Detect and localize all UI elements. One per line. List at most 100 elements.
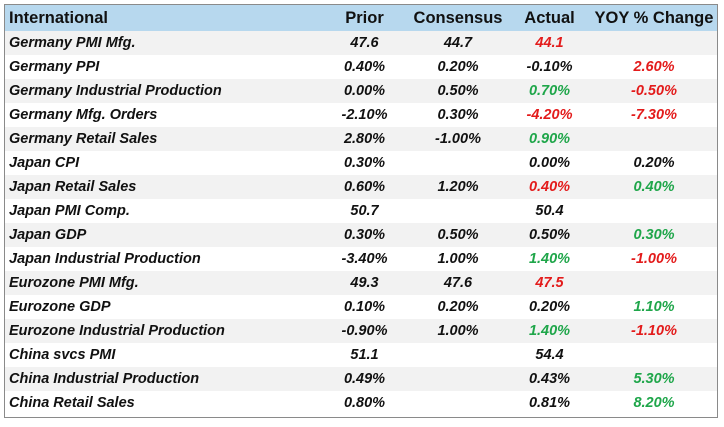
indicator-name-cell: Germany Mfg. Orders	[5, 103, 321, 127]
table-header: International Prior Consensus Actual YOY…	[5, 5, 717, 31]
yoy-change-cell: 0.20%	[591, 151, 717, 175]
yoy-change-cell	[591, 199, 717, 223]
yoy-change-cell: 1.10%	[591, 295, 717, 319]
yoy-change-cell: 8.20%	[591, 391, 717, 415]
table-row: Japan GDP 0.30% 0.50% 0.50% 0.30%	[5, 223, 717, 247]
actual-value-cell: 0.20%	[508, 295, 591, 319]
indicator-name-cell: Eurozone PMI Mfg.	[5, 271, 321, 295]
prior-value-cell: 0.30%	[321, 151, 408, 175]
actual-value-cell: 0.81%	[508, 391, 591, 415]
table-row: Germany PMI Mfg. 47.6 44.7 44.1	[5, 31, 717, 55]
actual-value-cell: 50.4	[508, 199, 591, 223]
prior-value-cell: 47.6	[321, 31, 408, 55]
actual-value-cell: 0.70%	[508, 79, 591, 103]
yoy-change-cell: 0.40%	[591, 175, 717, 199]
yoy-change-cell: -1.10%	[591, 319, 717, 343]
table-row: Japan PMI Comp. 50.7 50.4	[5, 199, 717, 223]
consensus-value-cell: 1.00%	[408, 319, 508, 343]
prior-value-cell: 2.80%	[321, 127, 408, 151]
table-body: Germany PMI Mfg. 47.6 44.7 44.1 Germany PPI 0…	[5, 31, 717, 415]
table-row: China svcs PMI 51.1 54.4	[5, 343, 717, 367]
indicator-name-cell: China Retail Sales	[5, 391, 321, 415]
actual-value-cell: 47.5	[508, 271, 591, 295]
actual-value-cell: 0.00%	[508, 151, 591, 175]
consensus-value-cell: 1.00%	[408, 247, 508, 271]
indicator-name-cell: Eurozone Industrial Production	[5, 319, 321, 343]
indicator-name-cell: Germany Industrial Production	[5, 79, 321, 103]
yoy-change-cell	[591, 31, 717, 55]
indicator-name-cell: Japan Retail Sales	[5, 175, 321, 199]
table-row: Germany Industrial Production 0.00% 0.50% 0…	[5, 79, 717, 103]
header-yoy-change: YOY % Change	[591, 5, 717, 31]
consensus-value-cell: 0.20%	[408, 55, 508, 79]
header-international: International	[5, 5, 321, 31]
actual-value-cell: 0.50%	[508, 223, 591, 247]
consensus-value-cell	[408, 367, 508, 391]
international-data-table-frame: International Prior Consensus Actual YOY…	[4, 4, 718, 418]
indicator-name-cell: Germany Retail Sales	[5, 127, 321, 151]
yoy-change-cell: 0.30%	[591, 223, 717, 247]
yoy-change-cell: 2.60%	[591, 55, 717, 79]
indicator-name-cell: Germany PPI	[5, 55, 321, 79]
actual-value-cell: -4.20%	[508, 103, 591, 127]
header-prior: Prior	[321, 5, 408, 31]
consensus-value-cell: 44.7	[408, 31, 508, 55]
prior-value-cell: -0.90%	[321, 319, 408, 343]
indicator-name-cell: Japan Industrial Production	[5, 247, 321, 271]
prior-value-cell: 51.1	[321, 343, 408, 367]
consensus-value-cell	[408, 199, 508, 223]
yoy-change-cell: 5.30%	[591, 367, 717, 391]
header-actual: Actual	[508, 5, 591, 31]
consensus-value-cell: 0.50%	[408, 79, 508, 103]
prior-value-cell: 0.30%	[321, 223, 408, 247]
actual-value-cell: 1.40%	[508, 247, 591, 271]
consensus-value-cell: 1.20%	[408, 175, 508, 199]
table-row: Japan CPI 0.30% 0.00% 0.20%	[5, 151, 717, 175]
indicator-name-cell: Japan CPI	[5, 151, 321, 175]
prior-value-cell: 0.49%	[321, 367, 408, 391]
actual-value-cell: 54.4	[508, 343, 591, 367]
indicator-name-cell: China Industrial Production	[5, 367, 321, 391]
yoy-change-cell	[591, 343, 717, 367]
table-row: Japan Industrial Production -3.40% 1.00% 1.…	[5, 247, 717, 271]
consensus-value-cell	[408, 151, 508, 175]
actual-value-cell: 0.40%	[508, 175, 591, 199]
header-consensus: Consensus	[408, 5, 508, 31]
actual-value-cell: 0.90%	[508, 127, 591, 151]
prior-value-cell: 49.3	[321, 271, 408, 295]
prior-value-cell: 0.60%	[321, 175, 408, 199]
yoy-change-cell	[591, 271, 717, 295]
consensus-value-cell: 0.50%	[408, 223, 508, 247]
consensus-value-cell	[408, 343, 508, 367]
yoy-change-cell: -0.50%	[591, 79, 717, 103]
consensus-value-cell	[408, 391, 508, 415]
indicator-name-cell: Germany PMI Mfg.	[5, 31, 321, 55]
table-row: Eurozone GDP 0.10% 0.20% 0.20% 1.10%	[5, 295, 717, 319]
yoy-change-cell	[591, 127, 717, 151]
prior-value-cell: -3.40%	[321, 247, 408, 271]
prior-value-cell: 0.80%	[321, 391, 408, 415]
prior-value-cell: 0.40%	[321, 55, 408, 79]
table-row: Germany Retail Sales 2.80% -1.00% 0.90%	[5, 127, 717, 151]
yoy-change-cell: -1.00%	[591, 247, 717, 271]
table-row: Eurozone Industrial Production -0.90% 1.00…	[5, 319, 717, 343]
prior-value-cell: -2.10%	[321, 103, 408, 127]
table-row: Germany Mfg. Orders -2.10% 0.30% -4.20% -7.3…	[5, 103, 717, 127]
indicator-name-cell: Japan PMI Comp.	[5, 199, 321, 223]
consensus-value-cell: 47.6	[408, 271, 508, 295]
international-data-table: International Prior Consensus Actual YOY…	[5, 5, 717, 415]
prior-value-cell: 0.00%	[321, 79, 408, 103]
actual-value-cell: 0.43%	[508, 367, 591, 391]
consensus-value-cell: -1.00%	[408, 127, 508, 151]
header-row: International Prior Consensus Actual YOY…	[5, 5, 717, 31]
actual-value-cell: 44.1	[508, 31, 591, 55]
table-row: Eurozone PMI Mfg. 49.3 47.6 47.5	[5, 271, 717, 295]
yoy-change-cell: -7.30%	[591, 103, 717, 127]
prior-value-cell: 50.7	[321, 199, 408, 223]
indicator-name-cell: China svcs PMI	[5, 343, 321, 367]
table-row: China Industrial Production 0.49% 0.43% 5.3…	[5, 367, 717, 391]
indicator-name-cell: Japan GDP	[5, 223, 321, 247]
prior-value-cell: 0.10%	[321, 295, 408, 319]
table-row: China Retail Sales 0.80% 0.81% 8.20%	[5, 391, 717, 415]
actual-value-cell: 1.40%	[508, 319, 591, 343]
